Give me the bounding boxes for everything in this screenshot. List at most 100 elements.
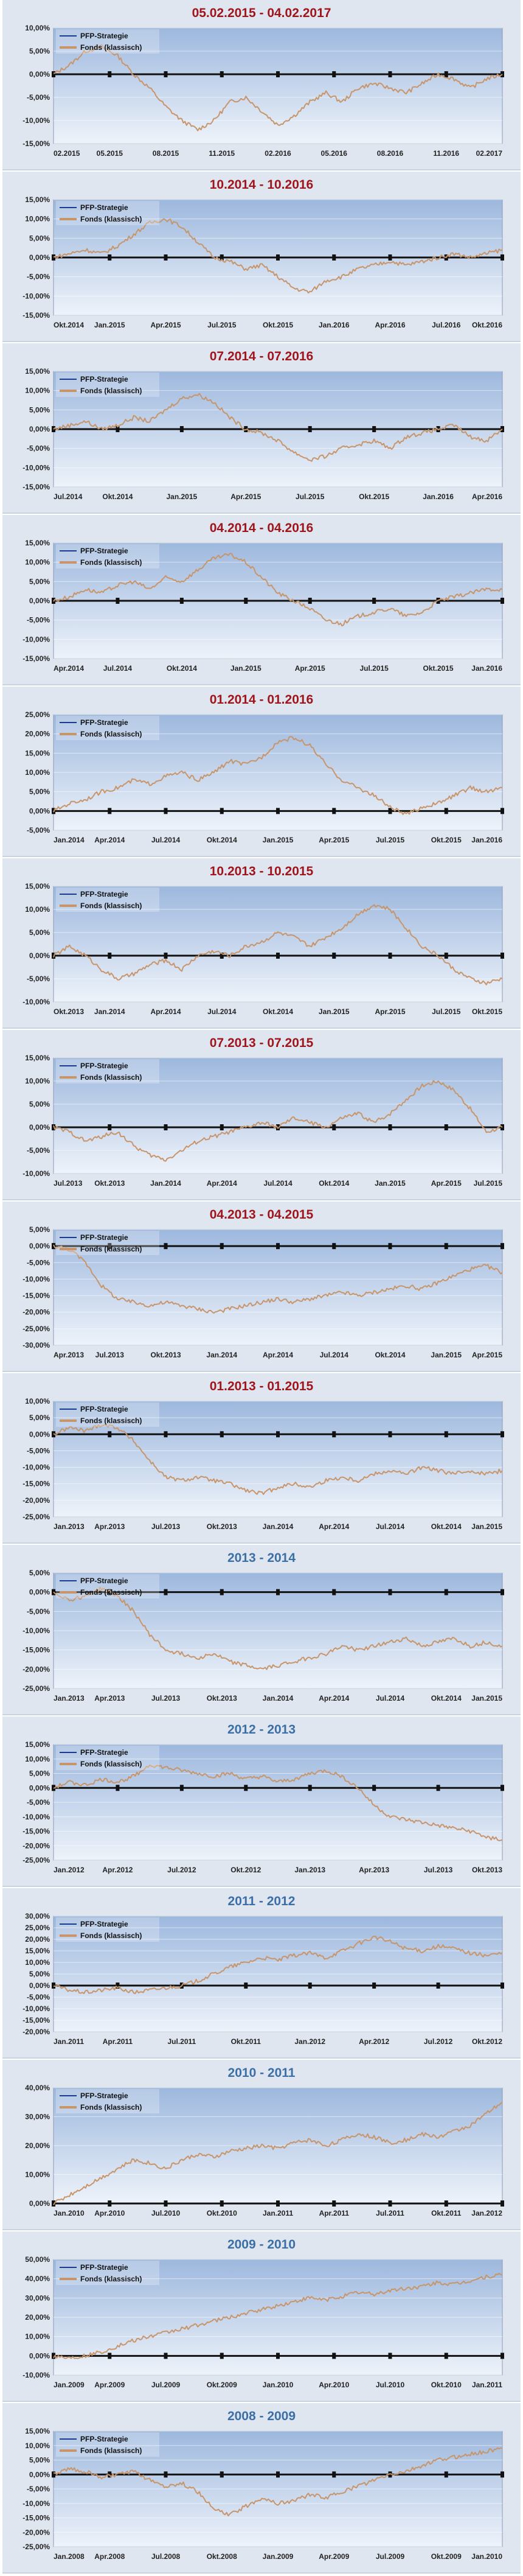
strategy-marker: [220, 2471, 224, 2478]
chart-svg: -25,00% -20,00% -15,00% -10,00% -5,00% 0,00% 5…: [23, 1740, 504, 1874]
y-tick-label: 15,00%: [25, 539, 50, 547]
y-tick-label: 0,00%: [29, 1783, 50, 1792]
chart-panel: 2011 - 2012 -20,00% -15,00% -10,00% -5,00% 0,…: [2, 1888, 521, 2059]
x-tick-label: Apr.2015: [375, 1007, 405, 1016]
strategy-marker: [372, 598, 376, 604]
legend: PFP-Strategie Fonds (klassisch): [56, 887, 159, 912]
y-tick-label: -10,00%: [23, 2371, 50, 2379]
legend: PFP-Strategie Fonds (klassisch): [56, 1917, 159, 1942]
y-tick-label: -20,00%: [23, 1308, 50, 1317]
y-tick-label: 0,00%: [29, 807, 50, 815]
fund-series-line: [53, 1244, 503, 1314]
strategy-marker: [372, 1785, 376, 1791]
strategy-marker: [332, 2200, 336, 2207]
y-tick-label: -5,00%: [27, 1798, 50, 1807]
y-tick-label: -20,00%: [23, 1841, 50, 1850]
strategy-marker: [444, 1431, 448, 1438]
x-tick-label: Jul.2015: [359, 664, 389, 673]
legend-label-fund: Fonds (klassisch): [80, 2103, 142, 2112]
y-tick-label: -10,00%: [23, 1275, 50, 1283]
y-tick-label: -20,00%: [23, 2028, 50, 2036]
strategy-marker: [372, 1983, 376, 1989]
x-tick-label: Jan.2012: [471, 2209, 502, 2217]
legend-box: [56, 2261, 159, 2285]
strategy-marker: [332, 1431, 336, 1438]
y-tick-label: 0,00%: [29, 253, 50, 262]
legend-label-strategy: PFP-Strategie: [80, 2091, 128, 2100]
y-tick-label: -10,00%: [23, 998, 50, 1006]
x-tick-label: Apr.2014: [319, 1522, 349, 1531]
x-tick-label: Apr.2013: [94, 1694, 125, 1703]
x-tick-label: Jul.2016: [432, 321, 461, 329]
fund-series-line: [53, 1586, 503, 1670]
strategy-marker: [276, 1243, 280, 1250]
chart-panel: 04.2014 - 04.2016 -15,00% -10,00% -5,00% 0,0…: [2, 515, 521, 685]
strategy-marker: [500, 953, 504, 959]
strategy-marker: [244, 598, 248, 604]
y-tick-label: -25,00%: [23, 2543, 50, 2551]
y-tick-label: -20,00%: [23, 2528, 50, 2536]
fund-series-line: [53, 1424, 503, 1495]
x-tick-label: Jul.2014: [103, 664, 133, 673]
legend: PFP-Strategie Fonds (klassisch): [56, 1231, 159, 1255]
chart-panel: 05.02.2015 - 04.02.2017 -15,00% -10,00% -5,…: [2, 0, 521, 170]
legend-box: [56, 201, 159, 225]
strategy-marker: [108, 254, 112, 261]
strategy-marker: [108, 1124, 112, 1130]
strategy-marker: [500, 598, 504, 604]
x-tick-label: Jan.2013: [294, 1866, 325, 1874]
y-tick-label: 0,00%: [29, 1123, 50, 1132]
legend-label-strategy: PFP-Strategie: [80, 1405, 128, 1413]
x-tick-label: Jan.2013: [54, 1522, 85, 1531]
y-tick-label: -15,00%: [23, 2016, 50, 2025]
chart-panel: 04.2013 - 04.2015 -30,00% -25,00% -20,00% -1…: [2, 1202, 521, 1372]
y-tick-label: 10,00%: [25, 1077, 50, 1085]
strategy-marker: [388, 1243, 392, 1250]
chart-title: 01.2013 - 01.2015: [209, 1379, 314, 1393]
x-tick-label: Okt.2009: [431, 2552, 462, 2561]
y-tick-label: -5,00%: [27, 1446, 50, 1455]
y-tick-label: 0,00%: [29, 2351, 50, 2360]
strategy-marker: [332, 254, 336, 261]
strategy-marker: [164, 2200, 168, 2207]
x-tick-label: Jan.2012: [294, 2037, 325, 2046]
x-tick-label: Jul.2014: [54, 492, 83, 501]
legend-label-strategy: PFP-Strategie: [80, 890, 128, 898]
x-tick-label: Okt.2013: [54, 1007, 84, 1016]
strategy-marker: [179, 1785, 184, 1791]
y-tick-label: 0,00%: [29, 1242, 50, 1250]
strategy-marker: [220, 1124, 224, 1130]
y-tick-label: 5,00%: [29, 577, 50, 586]
x-tick-label: Apr.2013: [359, 1866, 389, 1874]
y-tick-label: 10,00%: [25, 768, 50, 777]
legend-box: [56, 373, 159, 397]
strategy-marker: [332, 2471, 336, 2478]
x-tick-label: Jan.2015: [375, 1179, 406, 1188]
strategy-marker: [179, 426, 184, 432]
legend: PFP-Strategie Fonds (klassisch): [56, 716, 159, 740]
strategy-marker: [220, 1431, 224, 1438]
legend-label-fund: Fonds (klassisch): [80, 1416, 142, 1425]
x-tick-label: Okt.2008: [207, 2552, 237, 2561]
x-tick-label: Okt.2013: [94, 1179, 125, 1188]
y-tick-label: -5,00%: [27, 975, 50, 983]
chart-title: 04.2014 - 04.2016: [209, 521, 314, 535]
strategy-marker: [444, 2471, 448, 2478]
legend: PFP-Strategie Fonds (klassisch): [56, 29, 159, 54]
legend-box: [56, 1231, 159, 1255]
y-tick-label: -30,00%: [23, 1341, 50, 1349]
y-tick-label: 5,00%: [29, 405, 50, 414]
x-tick-label: 11.2015: [209, 149, 235, 158]
fund-series-line: [53, 2447, 503, 2517]
legend-box: [56, 29, 159, 54]
strategy-marker: [276, 1431, 280, 1438]
y-tick-label: -5,00%: [27, 616, 50, 625]
y-tick-label: 20,00%: [25, 2141, 50, 2150]
strategy-marker: [164, 2471, 168, 2478]
x-tick-label: Apr.2011: [103, 2037, 133, 2046]
y-tick-label: 0,00%: [29, 2470, 50, 2479]
strategy-marker: [108, 71, 112, 77]
x-tick-label: Okt.2012: [472, 2037, 502, 2046]
chart-panel: 10.2013 - 10.2015 -10,00% -5,00% 0,00% 5,00%…: [2, 858, 521, 1029]
legend-label-strategy: PFP-Strategie: [80, 32, 128, 40]
